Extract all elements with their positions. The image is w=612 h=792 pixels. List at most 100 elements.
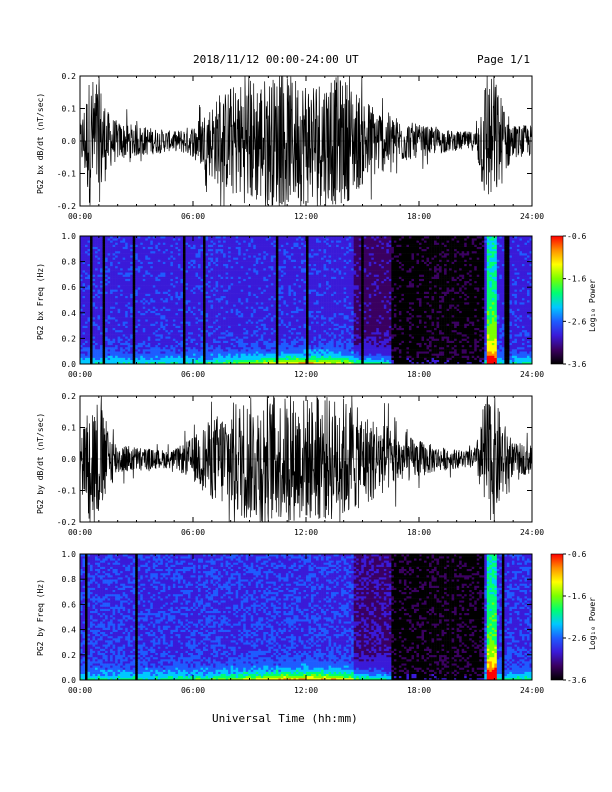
heatmap-cell	[218, 282, 221, 286]
heatmap-cell	[213, 276, 216, 279]
heatmap-cell	[185, 336, 189, 339]
heatmap-cell	[97, 321, 101, 324]
heatmap-cell	[122, 272, 126, 275]
heatmap-cell	[263, 268, 267, 271]
heatmap-cell	[105, 280, 108, 284]
heatmap-cell	[80, 351, 83, 354]
heatmap-cell	[270, 289, 274, 292]
heatmap-cell	[122, 297, 126, 301]
heatmap-cell	[185, 308, 189, 311]
heatmap-cell	[140, 259, 144, 262]
heatmap-cell	[187, 285, 191, 288]
heatmap-cell	[175, 291, 179, 294]
heatmap-cell	[152, 308, 156, 311]
heatmap-cell	[187, 349, 191, 352]
heatmap-cell	[115, 346, 118, 350]
heatmap-cell	[115, 344, 118, 348]
heatmap-cell	[220, 297, 224, 301]
heatmap-cell	[120, 304, 123, 307]
heatmap-cell	[85, 274, 88, 277]
heatmap-cell	[117, 346, 121, 350]
heatmap-cell	[175, 253, 179, 256]
heatmap-cell	[147, 265, 151, 269]
heatmap-cell	[203, 353, 206, 356]
heatmap-cell	[170, 265, 174, 269]
heatmap-cell	[275, 338, 279, 341]
heatmap-cell	[268, 270, 272, 273]
heatmap-cell	[125, 312, 129, 316]
heatmap-cell	[238, 248, 242, 252]
heatmap-cell	[258, 238, 262, 241]
heatmap-cell	[263, 342, 267, 346]
heatmap-cell	[218, 236, 221, 239]
heatmap-cell	[115, 338, 118, 341]
heatmap-cell	[243, 240, 247, 243]
heatmap-cell	[102, 308, 106, 311]
heatmap-cell	[137, 293, 141, 297]
heatmap-cell	[253, 270, 257, 273]
heatmap-cell	[82, 259, 86, 262]
heatmap-cell	[198, 289, 201, 292]
heatmap-cell	[223, 357, 226, 361]
heatmap-cell	[170, 351, 174, 354]
heatmap-cell	[187, 265, 191, 269]
heatmap-cell	[225, 346, 229, 350]
heatmap-cell	[258, 351, 262, 354]
heatmap-cell	[142, 272, 146, 275]
heatmap-cell	[218, 329, 221, 333]
heatmap-cell	[182, 248, 186, 252]
heatmap-cell	[210, 329, 214, 333]
heatmap-cell	[278, 342, 282, 346]
heatmap-cell	[253, 308, 257, 311]
heatmap-cell	[235, 257, 239, 260]
heatmap-cell	[102, 334, 106, 337]
heatmap-cell	[112, 289, 116, 292]
heatmap-cell	[87, 334, 91, 337]
heatmap-cell	[250, 334, 254, 337]
heatmap-cell	[265, 310, 269, 314]
heatmap-cell	[82, 280, 86, 284]
heatmap-cell	[102, 359, 106, 363]
heatmap-cell	[147, 295, 151, 299]
heatmap-cell	[203, 314, 206, 318]
heatmap-cell	[162, 304, 166, 307]
heatmap-cell	[160, 319, 164, 322]
heatmap-cell	[275, 302, 279, 305]
heatmap-cell	[275, 349, 279, 352]
heatmap-cell	[245, 310, 249, 314]
heatmap-cell	[223, 340, 226, 343]
heatmap-cell	[97, 357, 101, 361]
heatmap-cell	[245, 300, 249, 303]
heatmap-cell	[200, 310, 204, 314]
heatmap-cell	[238, 236, 242, 239]
heatmap-cell	[165, 270, 169, 273]
heatmap-cell	[177, 340, 181, 343]
heatmap-cell	[160, 302, 164, 305]
heatmap-cell	[105, 302, 108, 305]
heatmap-cell	[205, 242, 209, 245]
heatmap-cell	[152, 276, 156, 279]
heatmap-cell	[85, 240, 88, 243]
heatmap-cell	[82, 282, 86, 286]
heatmap-cell	[218, 268, 221, 271]
heatmap-cell	[180, 351, 184, 354]
heatmap-cell	[175, 293, 179, 297]
heatmap-cell	[117, 314, 121, 318]
heatmap-cell	[255, 334, 259, 337]
heatmap-cell	[253, 329, 257, 333]
heatmap-cell	[155, 300, 159, 303]
heatmap-cell	[263, 300, 267, 303]
heatmap-cell	[117, 293, 121, 297]
heatmap-cell	[220, 359, 224, 363]
heatmap-cell	[273, 302, 277, 305]
heatmap-cell	[258, 285, 262, 288]
heatmap-cell	[125, 297, 129, 301]
heatmap-cell	[255, 272, 259, 275]
heatmap-cell	[147, 310, 151, 314]
heatmap-cell	[90, 285, 93, 288]
heatmap-cell	[258, 255, 262, 258]
heatmap-cell	[160, 317, 164, 320]
heatmap-cell	[228, 338, 231, 341]
heatmap-cell	[233, 329, 236, 333]
heatmap-cell	[110, 255, 113, 258]
